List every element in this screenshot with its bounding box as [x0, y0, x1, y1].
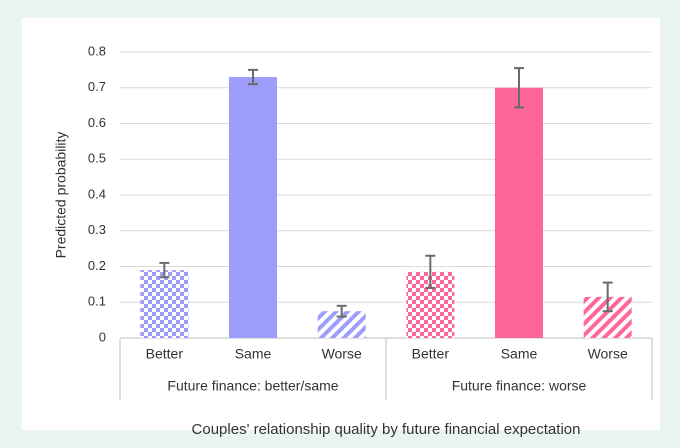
x-tick-label: Worse: [588, 346, 628, 362]
y-tick-label: 0.8: [88, 43, 106, 58]
y-tick-label: 0: [99, 329, 106, 344]
x-tick-label: Worse: [322, 346, 362, 362]
y-tick-label: 0.6: [88, 115, 106, 130]
plot-panel: [22, 18, 660, 430]
y-tick-label: 0.4: [88, 186, 106, 201]
x-tick-label: Better: [146, 346, 184, 362]
group-label: Future finance: worse: [452, 378, 587, 394]
bar: [229, 77, 277, 339]
y-tick-label: 0.2: [88, 258, 106, 273]
bar: [140, 270, 189, 338]
y-tick-label: 0.7: [88, 79, 106, 94]
x-axis-title: Couples' relationship quality by future …: [192, 421, 581, 438]
y-tick-label: 0.5: [88, 151, 106, 166]
bar: [495, 87, 543, 338]
y-tick-label: 0.1: [88, 294, 106, 309]
x-tick-label: Same: [235, 346, 272, 362]
x-tick-label: Better: [412, 346, 450, 362]
group-label: Future finance: better/same: [167, 378, 338, 394]
x-tick-label: Same: [501, 346, 538, 362]
y-axis-title: Predicted probability: [53, 132, 69, 259]
y-tick-label: 0.3: [88, 222, 106, 237]
